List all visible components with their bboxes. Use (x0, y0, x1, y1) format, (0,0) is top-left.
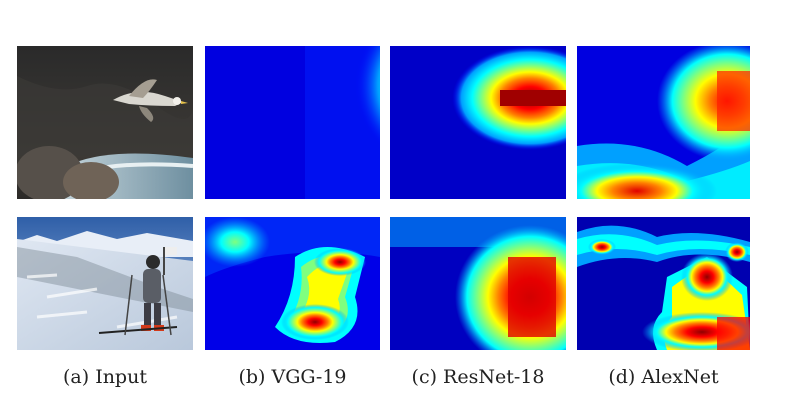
heatmap-resnet18-row2 (390, 217, 566, 350)
input-image-seagull (17, 46, 193, 199)
caption-alexnet: (d) AlexNet (608, 366, 719, 388)
caption-resnet18: (c) ResNet-18 (411, 366, 545, 388)
heatmap-vgg19-row2 (205, 217, 380, 350)
caption-input: (a) Input (63, 366, 147, 388)
heatmap-resnet18-row1 (390, 46, 566, 199)
heatmap-vgg19-row1 (205, 46, 380, 199)
heatmap-alexnet-row1 (577, 46, 750, 199)
heatmap-alexnet-row2 (577, 217, 750, 350)
input-image-skier (17, 217, 193, 350)
caption-vgg19: (b) VGG-19 (238, 366, 347, 388)
